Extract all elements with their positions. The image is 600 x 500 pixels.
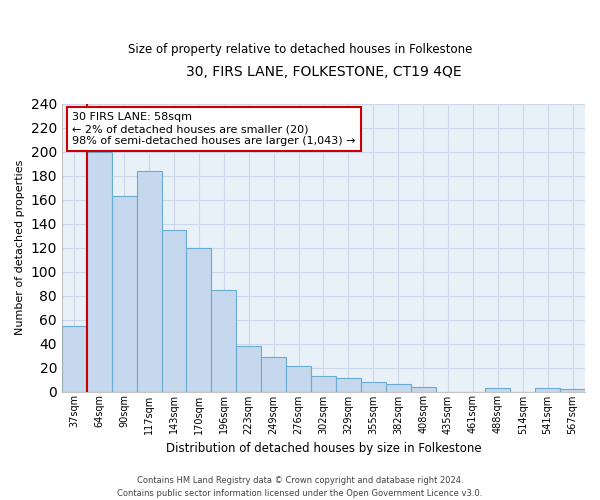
Text: Size of property relative to detached houses in Folkestone: Size of property relative to detached ho… — [128, 42, 472, 56]
Text: Contains HM Land Registry data © Crown copyright and database right 2024.
Contai: Contains HM Land Registry data © Crown c… — [118, 476, 482, 498]
Bar — [311, 376, 336, 392]
Title: 30, FIRS LANE, FOLKESTONE, CT19 4QE: 30, FIRS LANE, FOLKESTONE, CT19 4QE — [185, 65, 461, 79]
Bar — [261, 356, 286, 392]
Text: 30 FIRS LANE: 58sqm
← 2% of detached houses are smaller (20)
98% of semi-detache: 30 FIRS LANE: 58sqm ← 2% of detached hou… — [73, 112, 356, 146]
Bar — [187, 248, 211, 392]
Bar — [286, 366, 311, 392]
Bar — [211, 290, 236, 392]
Bar — [62, 326, 87, 392]
Bar — [236, 346, 261, 392]
Bar — [161, 230, 187, 392]
Bar — [386, 384, 410, 392]
Bar — [410, 386, 436, 392]
X-axis label: Distribution of detached houses by size in Folkestone: Distribution of detached houses by size … — [166, 442, 481, 455]
Bar — [137, 171, 161, 392]
Bar — [87, 152, 112, 392]
Bar — [336, 378, 361, 392]
Bar — [361, 382, 386, 392]
Bar — [112, 196, 137, 392]
Bar — [485, 388, 510, 392]
Y-axis label: Number of detached properties: Number of detached properties — [15, 160, 25, 336]
Bar — [535, 388, 560, 392]
Bar — [560, 389, 585, 392]
